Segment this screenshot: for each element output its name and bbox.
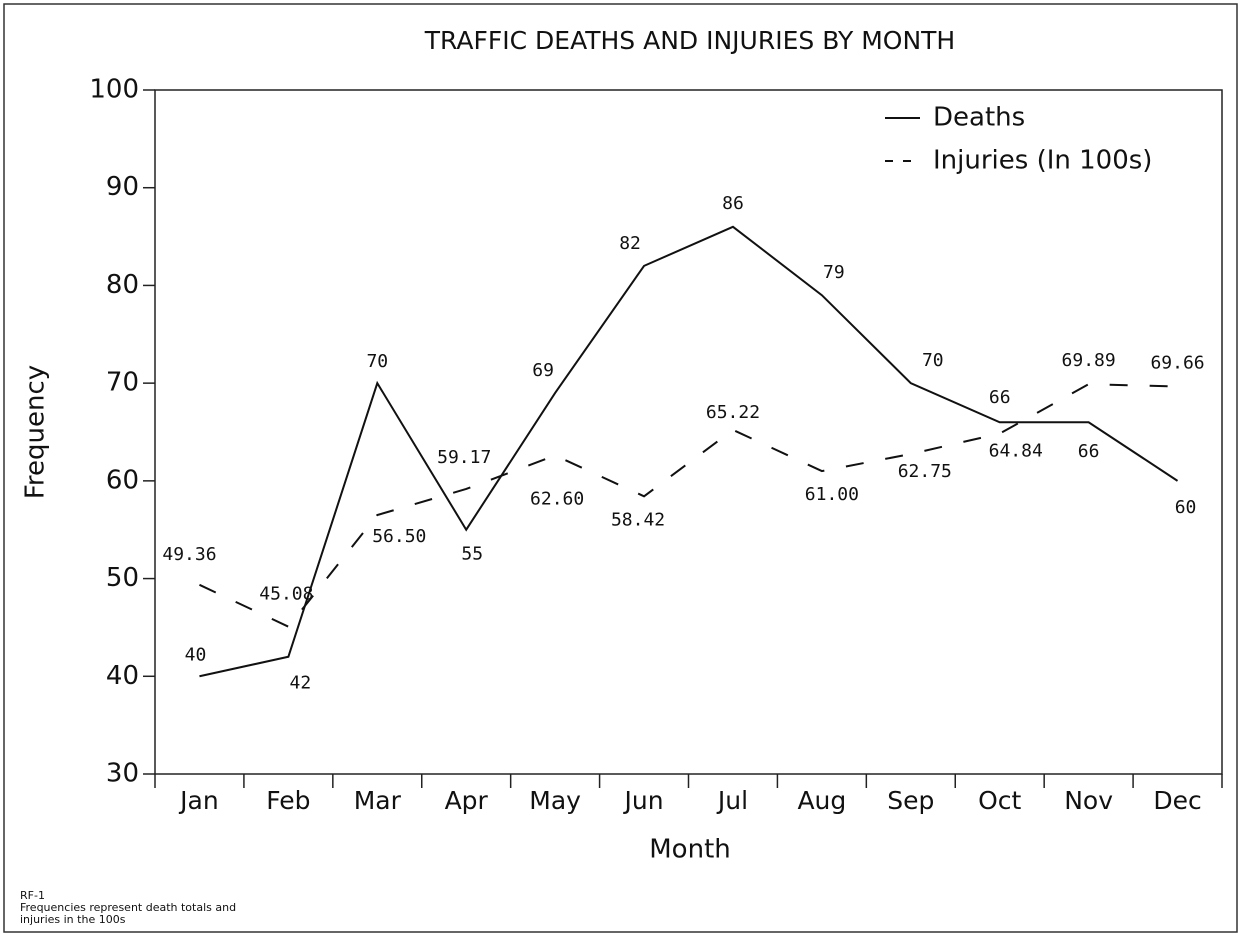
legend-label: Deaths <box>933 103 1025 133</box>
data-label: 64.84 <box>989 441 1043 462</box>
data-label: 45.08 <box>259 584 313 605</box>
y-axis-label: Frequency <box>21 365 51 499</box>
x-tick-label: Aug <box>797 786 846 815</box>
data-label: 69 <box>532 360 554 381</box>
frame <box>3 3 1238 933</box>
footnote: RF-1 <box>20 889 45 902</box>
data-label: 66 <box>1078 441 1100 462</box>
data-label: 59.17 <box>437 447 491 468</box>
data-label: 49.36 <box>162 544 216 565</box>
data-label: 82 <box>619 233 641 254</box>
data-line <box>199 225 1179 678</box>
data-label: 65.22 <box>706 402 760 423</box>
x-tick-label: Jun <box>623 786 664 815</box>
y-tick-label: 30 <box>106 759 139 789</box>
y-tick-label: 60 <box>106 465 139 495</box>
y-tick-label: 100 <box>89 75 139 105</box>
x-axis-label: Month <box>649 835 731 865</box>
x-tick-label: Apr <box>445 786 489 815</box>
data-label: 40 <box>185 644 207 665</box>
y-tick-label: 40 <box>106 661 139 691</box>
data-label: 79 <box>823 262 845 283</box>
data-label: 55 <box>461 544 483 565</box>
y-tick-label: 90 <box>106 172 139 202</box>
data-label: 62.75 <box>898 461 952 482</box>
x-tick-label: Feb <box>266 786 310 815</box>
data-label: 42 <box>290 673 312 694</box>
data-label: 61.00 <box>805 484 859 505</box>
x-tick-label: Oct <box>978 786 1021 815</box>
legend-label: Injuries (In 100s) <box>933 146 1152 176</box>
data-line <box>199 383 1178 628</box>
data-label: 69.66 <box>1150 352 1204 373</box>
data-label: 70 <box>922 350 944 371</box>
x-tick-label: Dec <box>1153 786 1201 815</box>
x-tick-label: Jul <box>716 786 748 815</box>
x-tick-label: Jan <box>178 786 219 815</box>
data-label: 60 <box>1175 497 1197 518</box>
data-label: 56.50 <box>372 526 426 547</box>
footnote: Frequencies represent death totals and <box>20 901 236 914</box>
data-label: 70 <box>366 351 388 372</box>
y-tick-label: 50 <box>106 563 139 593</box>
y-tick-label: 70 <box>106 368 139 398</box>
data-label: 86 <box>722 193 744 214</box>
data-label: 62.60 <box>530 488 584 509</box>
chart-title: TRAFFIC DEATHS AND INJURIES BY MONTH <box>424 26 955 55</box>
data-label: 66 <box>989 387 1011 408</box>
plot-area <box>154 89 1223 775</box>
y-tick-label: 80 <box>106 270 139 300</box>
data-label: 69.89 <box>1062 350 1116 371</box>
x-tick-label: Mar <box>354 786 402 815</box>
x-tick-label: May <box>529 786 581 815</box>
footnote: injuries in the 100s <box>20 913 126 926</box>
data-label: 58.42 <box>611 509 665 530</box>
x-tick-label: Nov <box>1064 786 1113 815</box>
x-tick-label: Sep <box>887 786 934 815</box>
